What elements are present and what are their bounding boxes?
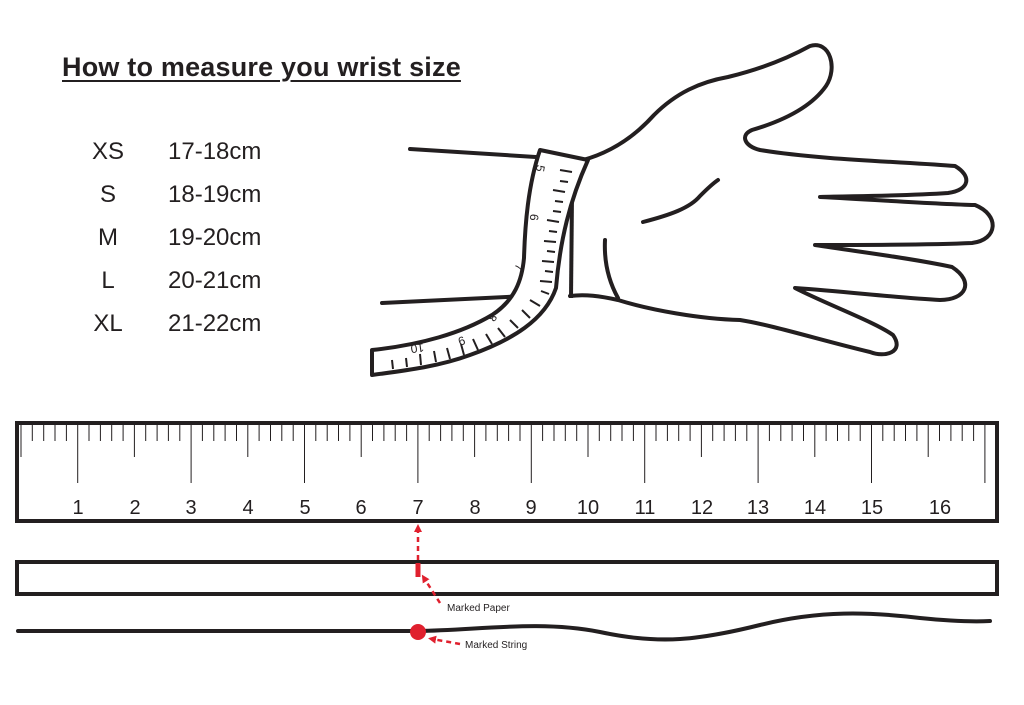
marked-string-label: Marked String	[465, 640, 527, 651]
size-code: M	[98, 224, 118, 251]
tape-label: 6	[527, 213, 542, 221]
arrow-note-to-paper	[421, 574, 442, 604]
size-range: 19-20cm	[168, 224, 262, 251]
size-range: 21-22cm	[168, 310, 262, 337]
measurement-arrows	[414, 524, 461, 646]
hand-illustration	[380, 43, 995, 357]
tape-ticks	[391, 169, 573, 370]
ruler-label: 2	[129, 497, 140, 519]
ruler-label: 15	[861, 497, 883, 519]
ruler-label: 16	[929, 497, 951, 519]
string-line	[16, 611, 992, 642]
size-code: XL	[93, 310, 123, 337]
ruler-label: 6	[355, 497, 366, 519]
size-range: 17-18cm	[168, 138, 262, 165]
tape-label: 5	[533, 164, 548, 173]
tape-label: 7	[511, 262, 526, 272]
size-range: 20-21cm	[168, 267, 262, 294]
ruler-label: 3	[185, 497, 196, 519]
ruler-label: 11	[635, 497, 656, 519]
tape-outline	[370, 148, 590, 377]
tape-label: 10	[409, 340, 424, 356]
ruler-label: 7	[412, 497, 423, 519]
ruler-label: 5	[299, 497, 310, 519]
marked-paper-label: Marked Paper	[447, 603, 510, 614]
size-range: 18-19cm	[168, 181, 262, 208]
hand-outline	[568, 43, 995, 357]
size-code: XS	[91, 138, 124, 165]
string-mark-dot	[410, 624, 426, 640]
size-code: L	[101, 267, 115, 294]
ruler-label: 1	[72, 497, 83, 519]
measuring-tape: 5 6 7 8 9 10	[370, 148, 590, 377]
tape-label: 9	[456, 333, 467, 349]
arrow-note-to-string	[428, 635, 461, 646]
ruler-label: 8	[469, 497, 480, 519]
ruler-label: 14	[804, 497, 826, 519]
forearm-bottom-line	[380, 294, 528, 305]
thumb-base-line	[602, 238, 620, 300]
paper-strip	[15, 560, 999, 596]
ruler-label: 10	[577, 497, 599, 519]
size-code: S	[99, 181, 116, 208]
ruler-labels: 1 2 3 4 5 6 7 8 9 10 11 12 13 14 15 16	[72, 497, 951, 519]
ruler-label: 4	[242, 497, 253, 519]
ruler-frame	[15, 421, 999, 523]
ruler-label: 9	[525, 497, 536, 519]
ruler-label: 12	[691, 497, 713, 519]
ruler-label: 13	[747, 497, 769, 519]
tape-back-edge	[569, 195, 574, 299]
ruler: 1 2 3 4 5 6 7 8 9 10 11 12 13 14 15 16	[15, 421, 999, 523]
page-title: How to measure you wrist size	[62, 52, 461, 82]
palm-crease	[641, 178, 720, 224]
ruler-ticks	[20, 425, 986, 483]
